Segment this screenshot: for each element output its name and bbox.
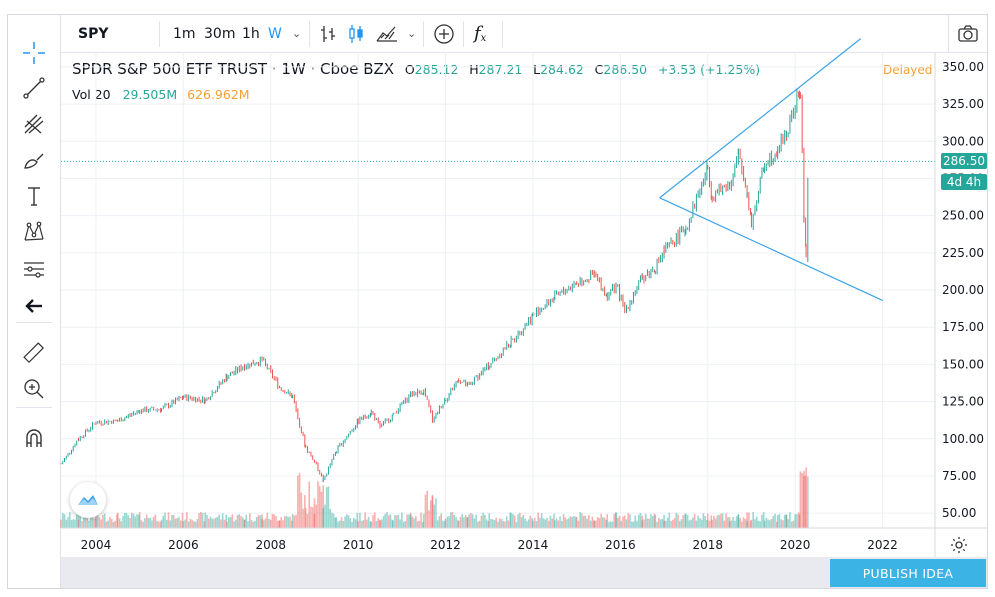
text-tool-icon[interactable] [18,182,50,210]
pattern-icon[interactable] [18,218,50,246]
volume-legend: Vol 20 29.505M 626.962M [72,87,250,102]
candles-icon[interactable] [347,15,365,52]
low-label: L [533,62,541,77]
delayed-label: Delayed [883,63,933,77]
pitchfork-icon[interactable] [18,110,50,138]
tradingview-logo-icon[interactable] [70,482,106,518]
volume-value-2: 626.962M [187,87,250,102]
open-label: O [404,62,415,77]
open-value: 285.12 [414,62,459,77]
publish-idea-button[interactable]: PUBLISH IDEA [830,559,986,587]
bar-countdown-tag: 4d 4h [941,174,987,191]
settings-gear-icon[interactable] [949,535,969,555]
ruler-icon[interactable] [18,339,50,367]
last-price-tag: 286.50 [941,153,987,170]
prediction-measure-icon[interactable] [18,255,50,283]
interval-dropdown-chevron-icon[interactable]: ⌄ [292,27,302,40]
brush-icon[interactable] [18,147,50,175]
volume-label: Vol 20 [72,87,111,102]
series-legend: SPDR S&P 500 ETF TRUST · 1W · Cboe BZX O… [72,60,761,78]
high-value: 287.21 [478,62,523,77]
interval-1h-button[interactable]: 1h [242,25,260,42]
drawing-toolbar [8,15,61,588]
legend-interval: 1W [281,60,306,78]
volume-value-1: 29.505M [122,87,178,102]
interval-30m-button[interactable]: 30m [204,25,236,42]
interval-w-button[interactable]: W [268,25,282,42]
change-value: +3.53 (+1.25%) [657,62,761,77]
fx-label: f [474,23,481,44]
area-chart-icon[interactable] [375,15,399,52]
compare-add-icon[interactable] [433,15,455,52]
high-label: H [469,62,479,77]
bar-chart-icon[interactable] [319,15,337,52]
trend-line-icon[interactable] [18,74,50,102]
symbol-label: SPY [78,25,109,42]
zoom-in-icon[interactable] [18,375,50,403]
crosshair-icon[interactable] [18,39,50,67]
symbol-search-button[interactable]: SPY [78,15,108,52]
close-label: C [594,62,604,77]
chart-type-chevron-icon[interactable]: ⌄ [407,27,417,40]
fx-subscript: x [480,33,487,44]
interval-1m-button[interactable]: 1m [173,25,196,42]
close-value: 286.50 [603,62,648,77]
snapshot-camera-icon[interactable] [948,15,987,52]
instrument-name: SPDR S&P 500 ETF TRUST [72,60,268,78]
low-value: 284.62 [540,62,584,77]
back-arrow-icon[interactable] [18,292,50,320]
legend-exchange: Cboe BZX [320,60,395,78]
magnet-icon[interactable] [18,424,50,452]
